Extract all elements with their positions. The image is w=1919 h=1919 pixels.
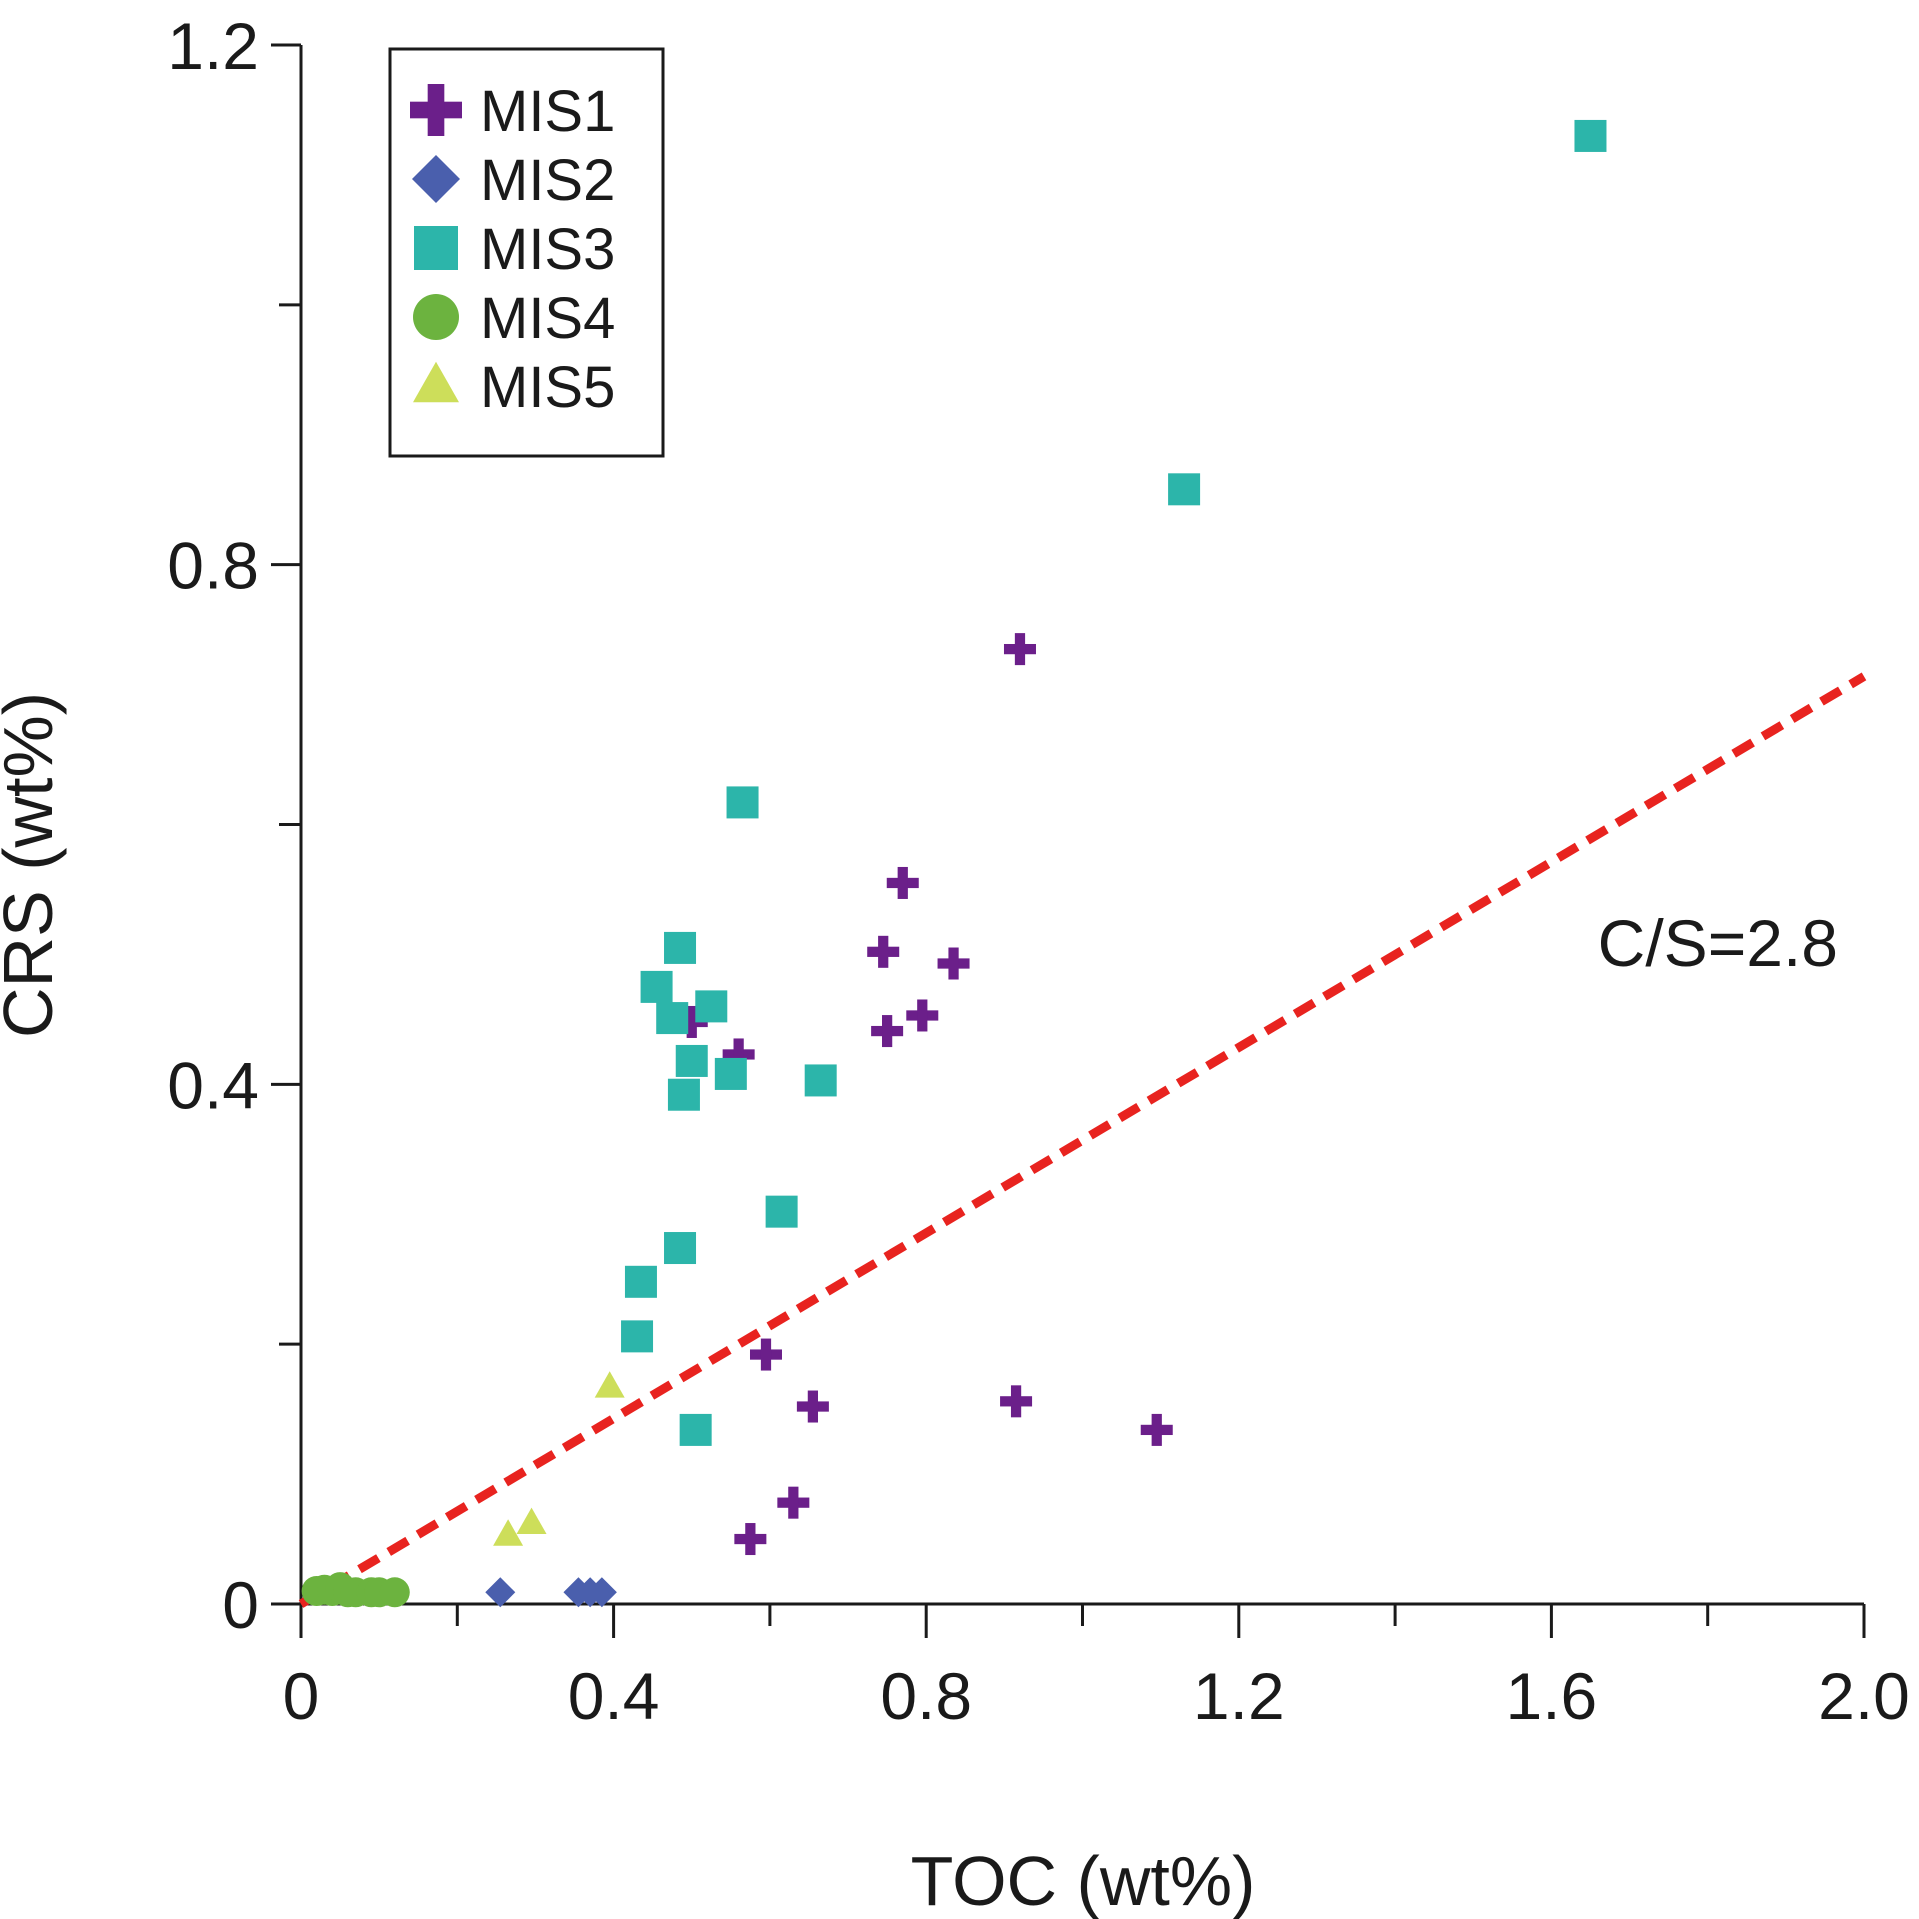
point-mis1 bbox=[871, 1015, 904, 1048]
point-mis3 bbox=[765, 1195, 798, 1228]
point-mis1 bbox=[722, 1038, 755, 1071]
point-mis3 bbox=[656, 1002, 689, 1035]
legend-marker-mis5 bbox=[413, 361, 459, 403]
y-axis-title: CRS (wt%) bbox=[0, 692, 67, 1038]
point-mis3 bbox=[640, 970, 673, 1003]
point-mis3 bbox=[667, 1078, 700, 1111]
data-points bbox=[301, 119, 1607, 1608]
point-mis3 bbox=[664, 1232, 697, 1265]
point-mis1 bbox=[906, 999, 939, 1032]
reference-line bbox=[298, 672, 1867, 1608]
legend-marker-mis2 bbox=[412, 155, 460, 203]
point-mis5 bbox=[493, 1519, 524, 1546]
point-mis1 bbox=[734, 1523, 767, 1556]
point-mis2 bbox=[485, 1577, 516, 1608]
x-tick-label: 2.0 bbox=[1818, 1659, 1910, 1733]
x-tick-label: 0 bbox=[283, 1659, 320, 1733]
point-mis1 bbox=[1000, 1385, 1033, 1418]
x-axis-title: TOC (wt%) bbox=[911, 1842, 1256, 1919]
series-mis4 bbox=[301, 1572, 410, 1608]
point-mis3 bbox=[621, 1320, 654, 1353]
point-mis1 bbox=[886, 866, 919, 899]
legend-label: MIS3 bbox=[480, 217, 615, 282]
x-tick-label: 1.6 bbox=[1506, 1659, 1598, 1733]
reference-line-label: C/S=2.8 bbox=[1598, 906, 1838, 980]
legend-label: MIS5 bbox=[480, 355, 615, 420]
axes: 0 0.4 0.8 1.2 1.6 2.0 0 0.4 0.8 1.2 bbox=[167, 9, 1910, 1733]
point-mis4 bbox=[379, 1577, 410, 1608]
y-tick-label: 0 bbox=[222, 1568, 259, 1642]
legend-label: MIS1 bbox=[480, 79, 615, 144]
series-mis2 bbox=[485, 1577, 617, 1608]
reference-line-group bbox=[298, 672, 1867, 1608]
legend-marker-mis3 bbox=[414, 226, 458, 270]
point-mis3 bbox=[695, 990, 728, 1023]
legend-marker-mis4 bbox=[413, 294, 459, 340]
point-mis3 bbox=[1574, 119, 1607, 152]
point-mis5 bbox=[516, 1507, 547, 1535]
legend-marker-mis1 bbox=[410, 84, 462, 136]
x-tick-label: 0.4 bbox=[568, 1659, 660, 1733]
point-mis1 bbox=[796, 1390, 829, 1423]
point-mis2 bbox=[586, 1577, 617, 1608]
x-tick-label: 1.2 bbox=[1193, 1659, 1285, 1733]
series-mis1 bbox=[675, 633, 1173, 1556]
point-mis5 bbox=[594, 1371, 625, 1398]
x-tick-label: 0.8 bbox=[880, 1659, 972, 1733]
point-mis3 bbox=[1168, 473, 1201, 506]
labels: TOC (wt%) CRS (wt%) C/S=2.8 bbox=[0, 692, 1838, 1919]
point-mis3 bbox=[624, 1265, 657, 1298]
point-mis1 bbox=[937, 947, 970, 980]
point-mis1 bbox=[675, 1005, 708, 1038]
point-mis1 bbox=[1003, 633, 1036, 666]
point-mis3 bbox=[675, 1044, 708, 1077]
y-tick-label: 1.2 bbox=[167, 9, 259, 83]
legend-label: MIS2 bbox=[480, 148, 615, 213]
series-mis5 bbox=[493, 1371, 625, 1546]
point-mis3 bbox=[664, 931, 697, 964]
series-mis3 bbox=[621, 119, 1607, 1446]
point-mis1 bbox=[867, 935, 900, 968]
point-mis1 bbox=[777, 1486, 810, 1519]
point-mis3 bbox=[679, 1413, 712, 1446]
point-mis3 bbox=[726, 786, 759, 819]
point-mis1 bbox=[749, 1338, 782, 1371]
point-mis3 bbox=[804, 1064, 837, 1097]
point-mis1 bbox=[1140, 1413, 1173, 1446]
legend-label: MIS4 bbox=[480, 286, 615, 351]
point-mis3 bbox=[714, 1057, 747, 1090]
y-tick-label: 0.8 bbox=[167, 529, 259, 603]
y-tick-label: 0.4 bbox=[167, 1048, 259, 1122]
